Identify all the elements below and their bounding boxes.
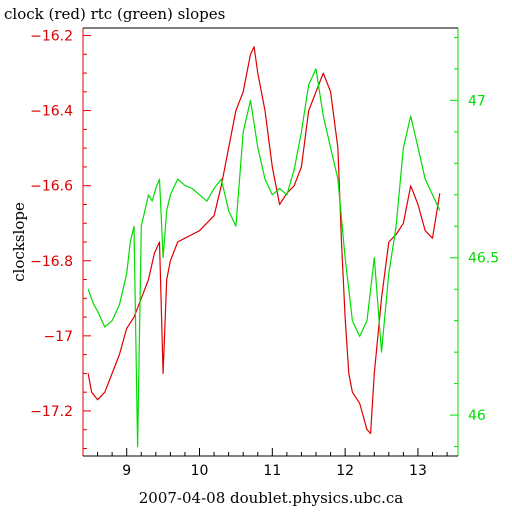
left-tick-label: −16.6 [30,179,73,195]
left-tick-label: −16.4 [30,104,73,120]
y-axis-label: clockslope [10,202,28,282]
x-tick-label: 12 [336,463,354,479]
right-tick-label: 46.5 [468,251,499,267]
left-tick-label: −16.2 [30,29,73,45]
x-tick-label: 10 [191,463,209,479]
series-layer [87,46,441,448]
right-tick-label: 46 [468,408,486,424]
clock-series-line [87,46,441,435]
left-tick-label: −17 [43,329,73,345]
rtc-series-line [87,68,441,448]
left-tick-label: −17.2 [30,404,73,420]
x-axis-label: 2007-04-08 doublet.physics.ubc.ca [139,489,404,507]
x-tick-label: 9 [122,463,131,479]
x-tick-label: 13 [409,463,427,479]
left-tick-label: −16.8 [30,254,73,270]
x-tick-label: 11 [263,463,281,479]
axis-ticks: 9 10 11 12 13 −16.2 −16.4 −16.6 −16.8 −17 −17.2 46 4… [30,29,499,479]
plot-frame [82,27,459,457]
chart-title: clock (red) rtc (green) slopes [4,5,225,23]
right-tick-label: 47 [468,93,486,109]
